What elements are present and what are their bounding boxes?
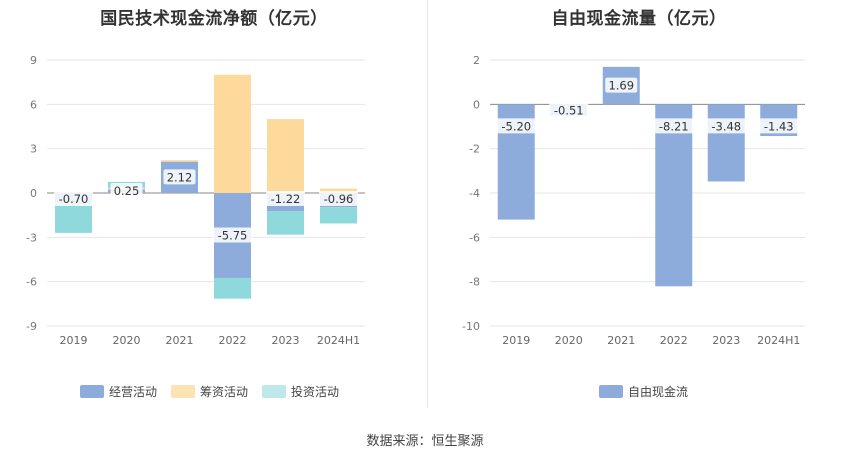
left-bar-s2 bbox=[320, 207, 357, 224]
left-y-tick-label: 0 bbox=[30, 187, 37, 200]
left-x-tick-label: 2019 bbox=[60, 334, 88, 347]
legend-label-free-cash-flow: 自由现金流 bbox=[628, 385, 689, 399]
right-bar-s0 bbox=[707, 104, 745, 182]
right-y-tick-label: -2 bbox=[469, 143, 480, 156]
left-bar-s2 bbox=[214, 277, 251, 299]
left-data-label-bg bbox=[213, 227, 252, 243]
right-data-label: -8.21 bbox=[659, 119, 689, 133]
right-data-label-bg bbox=[759, 118, 799, 134]
legend-label-operating: 经营活动 bbox=[109, 385, 158, 399]
left-chart-title: 国民技术现金流净额（亿元） bbox=[100, 9, 328, 29]
left-data-label-bg bbox=[319, 191, 358, 206]
left-legend: 经营活动 筹资活动 投资活动 bbox=[80, 383, 353, 400]
left-y-tick-label: 9 bbox=[30, 54, 37, 67]
legend-swatch-free-cash-flow bbox=[599, 385, 623, 398]
right-x-tick-label: 2022 bbox=[660, 334, 688, 347]
left-data-label: -0.96 bbox=[324, 192, 354, 206]
left-y-tick-label: -3 bbox=[26, 231, 37, 244]
right-chart-title: 自由现金流量（亿元） bbox=[551, 9, 727, 29]
left-y-tick-label: 3 bbox=[30, 143, 37, 156]
left-bar-s1 bbox=[320, 188, 357, 193]
legend-item-free-cash-flow[interactable]: 自由现金流 bbox=[599, 383, 688, 400]
right-data-label: -3.48 bbox=[711, 119, 741, 133]
right-data-label: -5.20 bbox=[501, 119, 531, 133]
right-y-tick-label: -6 bbox=[469, 231, 480, 244]
right-y-tick-label: -10 bbox=[462, 320, 480, 333]
left-data-label-bg bbox=[110, 183, 143, 198]
right-data-label: 1.69 bbox=[608, 79, 634, 93]
left-x-tick-label: 2022 bbox=[219, 334, 247, 347]
legend-label-investing: 投资活动 bbox=[291, 385, 340, 399]
left-bar-s2 bbox=[267, 211, 304, 235]
chart-divider bbox=[427, 0, 428, 408]
right-data-label-bg bbox=[706, 118, 746, 134]
right-data-label-bg bbox=[605, 77, 638, 93]
left-y-tick-label: -9 bbox=[26, 320, 37, 333]
right-data-label-bg bbox=[549, 102, 589, 118]
data-source: 数据来源：恒生聚源 bbox=[366, 434, 484, 449]
right-data-label: -0.51 bbox=[554, 103, 584, 117]
right-bar-s0 bbox=[655, 104, 693, 287]
left-data-label: -0.70 bbox=[59, 192, 89, 206]
right-data-label-bg bbox=[654, 118, 694, 134]
legend-swatch-investing bbox=[262, 385, 287, 398]
left-x-tick-label: 2020 bbox=[113, 334, 141, 347]
left-data-label: 0.25 bbox=[114, 184, 140, 198]
left-bar-s1 bbox=[161, 160, 198, 162]
left-data-label-bg bbox=[266, 191, 305, 206]
legend-item-operating[interactable]: 经营活动 bbox=[80, 383, 157, 400]
legend-swatch-financing bbox=[171, 385, 196, 398]
right-x-tick-label: 2019 bbox=[502, 334, 530, 347]
right-y-tick-label: 0 bbox=[473, 98, 480, 111]
right-y-tick-label: 2 bbox=[473, 54, 480, 67]
left-y-tick-label: 6 bbox=[30, 98, 37, 111]
left-x-tick-label: 2021 bbox=[166, 334, 194, 347]
legend-item-financing[interactable]: 筹资活动 bbox=[171, 383, 248, 400]
left-data-label: -1.22 bbox=[271, 192, 301, 206]
right-x-tick-label: 2020 bbox=[555, 334, 583, 347]
charts-canvas: -9 -6 -3 0 3 6 9 2019 2020 2021 2022 2023 2024H1 -0.7… bbox=[26, 54, 805, 347]
right-data-label: -1.43 bbox=[764, 119, 794, 133]
left-x-tick-label: 2024H1 bbox=[317, 334, 360, 347]
left-y-tick-label: -6 bbox=[26, 276, 37, 289]
left-bar-s2 bbox=[55, 203, 92, 233]
right-x-tick-label: 2021 bbox=[607, 334, 635, 347]
left-bar-s1 bbox=[214, 74, 251, 193]
left-data-label-bg bbox=[54, 191, 93, 206]
right-y-tick-label: -8 bbox=[469, 276, 480, 289]
left-data-label: 2.12 bbox=[167, 170, 193, 184]
right-legend: 自由现金流 bbox=[599, 383, 702, 400]
right-x-tick-label: 2024H1 bbox=[757, 334, 800, 347]
left-bar-s1 bbox=[267, 119, 304, 193]
right-data-label-bg bbox=[496, 118, 536, 134]
right-y-tick-label: -4 bbox=[469, 187, 480, 200]
left-data-label: -5.75 bbox=[218, 228, 248, 242]
legend-label-financing: 筹资活动 bbox=[200, 385, 249, 399]
right-x-tick-label: 2023 bbox=[712, 334, 740, 347]
legend-item-investing[interactable]: 投资活动 bbox=[262, 383, 339, 400]
left-x-tick-label: 2023 bbox=[272, 334, 300, 347]
legend-swatch-operating bbox=[80, 385, 104, 398]
left-data-label-bg bbox=[163, 169, 196, 185]
